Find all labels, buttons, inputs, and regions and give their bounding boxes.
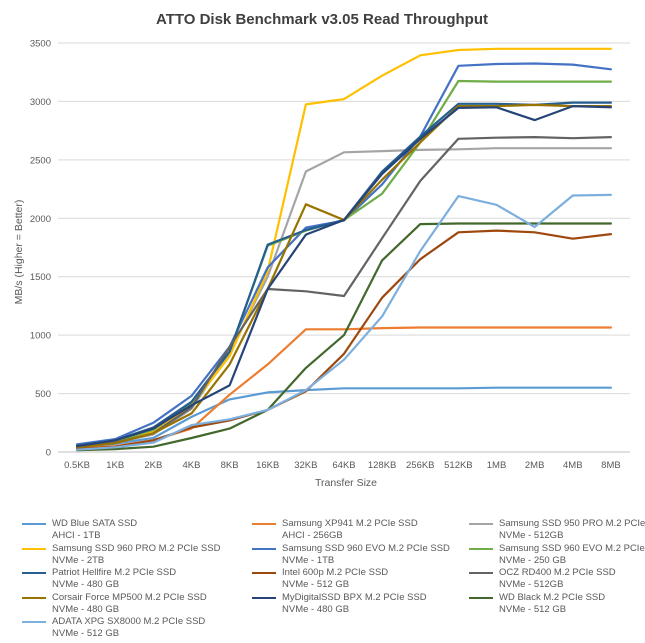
x-axis-label: Transfer Size bbox=[315, 477, 377, 489]
legend-label: Samsung XP941 M.2 PCIe SSD AHCI - 256GB bbox=[282, 518, 418, 541]
legend-label: Corsair Force MP500 M.2 PCIe SSD NVMe - 4… bbox=[52, 591, 207, 615]
x-tick-label: 1MB bbox=[487, 460, 507, 471]
legend-swatch bbox=[22, 621, 46, 623]
x-tick-label: 64KB bbox=[332, 460, 355, 471]
legend-swatch bbox=[252, 547, 276, 550]
x-tick-label: 4MB bbox=[563, 460, 583, 471]
legend-swatch bbox=[22, 572, 46, 574]
x-tick-label: 8KB bbox=[221, 460, 239, 471]
legend-label: Intel 600p M.2 PCIe SSD NVMe - 512 GB bbox=[282, 567, 389, 590]
y-tick-label: 2000 bbox=[30, 214, 51, 225]
series-line-1 bbox=[75, 386, 613, 449]
x-tick-label: 256KB bbox=[406, 460, 435, 471]
legend-label: OCZ RD400 M.2 PCIe SSD NVMe - 512GB bbox=[499, 567, 616, 590]
series-line-8 bbox=[75, 229, 613, 451]
legend: WD Blue SATA SSD AHCI - 1TB Samsung XP941 … bbox=[22, 518, 645, 640]
x-tick-label: 32KB bbox=[294, 460, 317, 471]
series-line-11 bbox=[75, 104, 613, 448]
series-line-6 bbox=[75, 79, 613, 447]
x-tick-label: 2MB bbox=[525, 460, 545, 471]
x-tick-label: 8MB bbox=[601, 460, 621, 471]
legend-swatch bbox=[469, 547, 493, 550]
legend-label: ADATA XPG SX8000 M.2 PCIe SSD NVMe - 512 … bbox=[52, 616, 206, 639]
y-axis-label: MB/s (Higher = Better) bbox=[13, 200, 25, 305]
x-tick-label: 128KB bbox=[368, 460, 397, 471]
legend-label: Samsung SSD 960 EVO M.2 PCIe SSD NVMe - 1… bbox=[282, 542, 450, 566]
legend-swatch bbox=[252, 572, 276, 574]
legend-swatch bbox=[22, 547, 46, 550]
y-tick-label: 1000 bbox=[30, 331, 51, 342]
legend-label: Patriot Hellfire M.2 PCIe SSD NVMe - 480 … bbox=[52, 567, 177, 590]
legend-swatch bbox=[469, 523, 493, 525]
series-line-12 bbox=[75, 222, 613, 452]
legend-swatch bbox=[22, 523, 46, 525]
series-line-10 bbox=[75, 103, 613, 449]
legend-swatch bbox=[469, 572, 493, 574]
x-tick-label: 0.5KB bbox=[64, 460, 90, 471]
y-tick-label: 500 bbox=[35, 389, 51, 400]
x-axis-ticks: 0.5KB 1KB 2KB 4KB 8KB 16KB 32KB 64KB 128KB 256KB 5… bbox=[64, 460, 621, 471]
series-line-9 bbox=[75, 136, 613, 448]
legend-swatch bbox=[252, 596, 276, 599]
chart-title: ATTO Disk Benchmark v3.05 Read Throughpu… bbox=[156, 11, 488, 28]
legend-swatch bbox=[469, 596, 493, 599]
series-line-13 bbox=[75, 193, 613, 451]
legend-swatch bbox=[22, 596, 46, 599]
x-tick-label: 1KB bbox=[106, 460, 124, 471]
y-tick-label: 0 bbox=[46, 448, 51, 459]
x-tick-label: 512KB bbox=[444, 460, 473, 471]
y-axis-ticks: 0 500 1000 1500 2000 2500 3000 3500 bbox=[30, 39, 51, 459]
legend-label: MyDigitalSSD BPX M.2 PCIe SSD NVMe - 480 … bbox=[282, 591, 427, 615]
legend-label: WD Black M.2 PCIe SSD NVMe - 512 GB bbox=[499, 591, 606, 615]
x-tick-label: 16KB bbox=[256, 460, 279, 471]
series-lines bbox=[75, 47, 613, 452]
series-line-4 bbox=[75, 47, 613, 448]
y-tick-label: 3500 bbox=[30, 39, 51, 50]
series-line-7 bbox=[75, 101, 613, 447]
y-tick-label: 1500 bbox=[30, 272, 51, 283]
y-tick-label: 2500 bbox=[30, 155, 51, 166]
legend-swatch bbox=[252, 523, 276, 525]
series-line-3 bbox=[75, 147, 613, 448]
legend-label: Samsung SSD 960 PRO M.2 PCIe SSD NVMe - 2… bbox=[52, 542, 221, 566]
x-tick-label: 4KB bbox=[182, 460, 200, 471]
x-tick-label: 2KB bbox=[144, 460, 162, 471]
y-tick-label: 3000 bbox=[30, 97, 51, 108]
legend-label: WD Blue SATA SSD AHCI - 1TB bbox=[52, 518, 138, 541]
